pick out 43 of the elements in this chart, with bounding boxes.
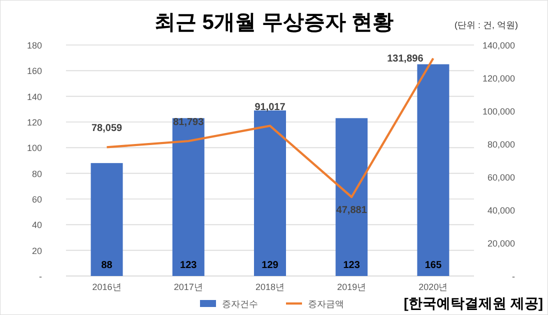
- data-label: 47,881: [336, 204, 368, 216]
- y2-tick-label: 60,000: [487, 172, 515, 182]
- data-label: 165: [424, 260, 442, 271]
- chart-subtitle: (단위 : 건, 억원): [454, 20, 518, 30]
- data-label: 78,059: [92, 123, 123, 134]
- chart-title: 최근 5개월 무상증자 현황: [154, 11, 394, 34]
- bar: [254, 110, 286, 276]
- y-tick-label: 180: [26, 40, 42, 50]
- bar: [90, 163, 123, 276]
- data-label: 81,793: [173, 117, 204, 128]
- data-label: 129: [262, 260, 279, 271]
- y-tick-label: 120: [26, 118, 42, 128]
- x-tick-label: 2019년: [337, 282, 366, 292]
- data-label: 131,896: [387, 53, 424, 64]
- bar: [336, 118, 368, 276]
- y2-tick-label: 100,000: [482, 106, 515, 116]
- x-tick-label: 2018년: [255, 282, 285, 292]
- y2-tick-label: 20,000: [487, 238, 515, 248]
- y2-tick-label: 40,000: [487, 206, 515, 216]
- legend-label: 증자건수: [222, 299, 258, 309]
- y-tick-label: 20: [32, 246, 42, 256]
- y2-tick-label: 80,000: [487, 140, 515, 150]
- text: [한국예탁결제원 제공]: [404, 295, 543, 311]
- y-tick-label: 100: [26, 143, 42, 154]
- legend-label: 증자금액: [308, 299, 344, 309]
- y2-tick-label: 140,000: [482, 40, 515, 50]
- y-tick-label: 40: [32, 220, 42, 230]
- y-tick-label: 60: [32, 194, 42, 204]
- data-label: 88: [101, 260, 113, 271]
- data-label: 123: [180, 260, 198, 271]
- y-tick-label: 80: [32, 168, 42, 179]
- bar: [172, 118, 204, 276]
- y-tick-label: 160: [26, 66, 42, 76]
- data-label: 91,017: [254, 102, 286, 113]
- x-tick-label: 2017년: [174, 282, 203, 292]
- y2-tick-label: 120,000: [482, 74, 515, 84]
- y-tick-label: -: [39, 272, 42, 282]
- y2-tick-label: -: [512, 272, 515, 282]
- y-tick-label: 140: [26, 92, 42, 102]
- data-label: 123: [343, 260, 360, 271]
- x-tick-label: 2020년: [418, 282, 448, 292]
- bar: [417, 64, 450, 276]
- x-tick-label: 2016년: [92, 282, 122, 292]
